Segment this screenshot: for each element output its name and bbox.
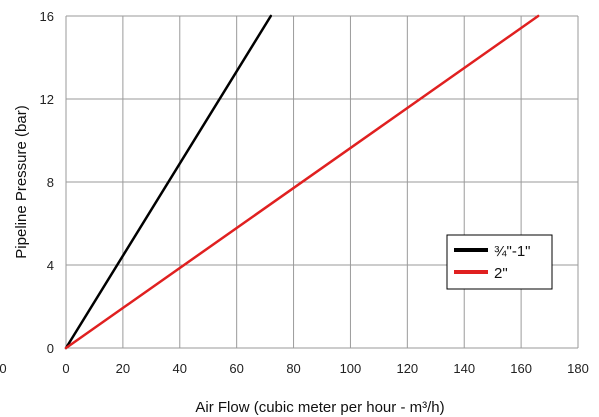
x-tick-label-8: 160 (510, 361, 532, 376)
edge-tick-fragment: 0 (0, 361, 7, 376)
x-tick-label-2: 40 (173, 361, 187, 376)
x-tick-label-7: 140 (453, 361, 475, 376)
y-tick-label-2: 8 (47, 175, 54, 190)
y-axis-label: Pipeline Pressure (bar) (13, 105, 30, 258)
x-tick-label-4: 80 (286, 361, 300, 376)
grid (65, 15, 579, 349)
y-tick-label-0: 0 (47, 341, 54, 356)
legend: ¾"-1" 2" (446, 234, 553, 290)
series-line-2 (64, 14, 540, 350)
y-tick-labels: 0 4 8 12 16 (40, 9, 54, 356)
y-tick-label-3: 12 (40, 92, 54, 107)
legend-label-series-1: ¾"-1" (494, 243, 531, 260)
x-tick-label-6: 120 (396, 361, 418, 376)
x-tick-labels: 0 20 40 60 80 100 120 140 160 180 (62, 361, 588, 376)
series-line-1 (64, 14, 273, 350)
y-tick-label-1: 4 (47, 258, 54, 273)
x-tick-label-5: 100 (340, 361, 362, 376)
series-lines (64, 14, 540, 350)
x-tick-label-0: 0 (62, 361, 69, 376)
legend-box (446, 234, 553, 290)
x-tick-label-9: 180 (567, 361, 589, 376)
x-tick-label-3: 60 (229, 361, 243, 376)
legend-label-series-2: 2" (494, 265, 508, 282)
x-tick-label-1: 20 (116, 361, 130, 376)
x-axis-label: Air Flow (cubic meter per hour - m³/h) (195, 399, 444, 416)
y-tick-label-4: 16 (40, 9, 54, 24)
